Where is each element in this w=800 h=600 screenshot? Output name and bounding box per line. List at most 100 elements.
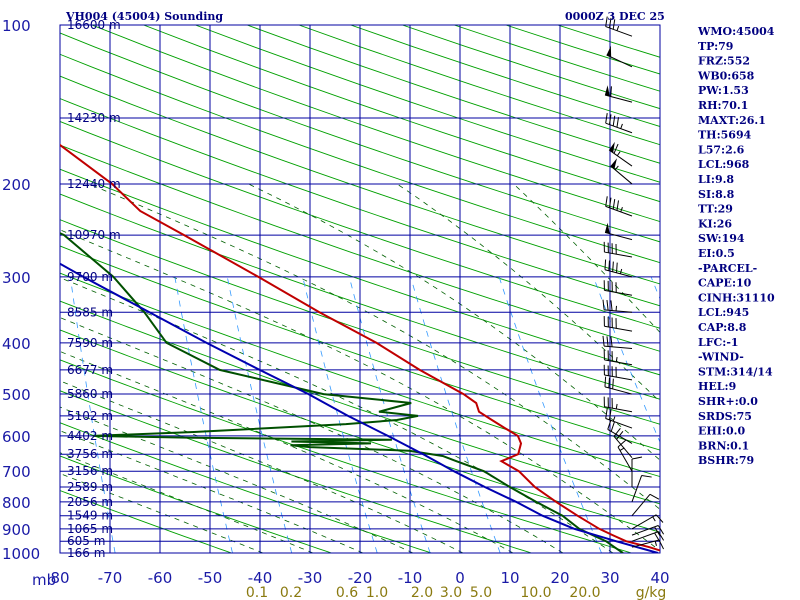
wind-barb [603, 241, 633, 258]
mixing-ratio-line [593, 276, 660, 444]
barb-half [652, 516, 656, 522]
index-line: EI:0.5 [698, 247, 735, 260]
dry-adiabat [60, 455, 332, 553]
barb-staff [604, 386, 633, 395]
index-line: LFC:-1 [698, 336, 739, 349]
wind-barb [610, 158, 633, 185]
mixing-ratio-label: 5.0 [470, 585, 492, 600]
barb-full [604, 259, 607, 270]
index-line: TP:79 [698, 40, 733, 53]
wind-barb [606, 45, 633, 68]
mixing-ratio-label: 3.0 [440, 585, 462, 600]
barb-staff [605, 205, 633, 217]
barb-staff [604, 269, 633, 278]
temperature-tick-label: -50 [198, 569, 223, 587]
barb-full [607, 419, 612, 430]
index-line: -WIND- [698, 351, 744, 364]
pressure-tick-label: 700 [2, 463, 31, 481]
index-line: RH:70.1 [698, 99, 748, 112]
barb-staff [604, 251, 633, 258]
barb-staff [613, 435, 633, 459]
dry-adiabat [60, 245, 660, 451]
temperature-tick-label: 30 [600, 569, 619, 587]
barb-staff [604, 406, 633, 413]
dewpoint-line [60, 232, 624, 553]
barb-full [605, 408, 608, 419]
barb-staff [604, 345, 633, 350]
index-line: HEL:9 [698, 380, 736, 393]
background-lines [60, 25, 660, 553]
barb-half [616, 25, 620, 31]
mixing-ratio-label: 10.0 [520, 585, 551, 600]
index-line: SW:194 [698, 232, 745, 245]
index-line: LCL:945 [698, 306, 749, 319]
barb-full [608, 409, 612, 420]
profile-series [60, 143, 660, 553]
wind-barb [604, 85, 633, 103]
wind-barb [602, 299, 633, 313]
index-line: SRDS:75 [698, 410, 752, 423]
barb-full [616, 200, 619, 211]
barb-full [612, 261, 614, 272]
barb-full [657, 531, 665, 541]
barb-staff [604, 289, 633, 296]
barb-full [649, 493, 660, 500]
wind-barb [604, 222, 633, 241]
height-label: 12440 m [67, 177, 121, 191]
barb-full [602, 335, 605, 347]
temperature-tick-label: -70 [98, 569, 123, 587]
wind-barb [602, 335, 633, 350]
pressure-tick-label: 900 [2, 521, 31, 539]
dry-adiabat [60, 120, 660, 329]
pressure-tick-label: 300 [2, 269, 31, 287]
index-line: LI:9.8 [698, 173, 734, 186]
wind-barb [603, 364, 633, 381]
height-label: 166 m [67, 546, 105, 560]
barb-pennant [609, 141, 615, 153]
barb-staff [605, 122, 633, 134]
dry-adiabat [60, 272, 660, 478]
wind-barb [604, 259, 633, 278]
barb-staff [605, 26, 633, 37]
height-label: 9700 m [67, 270, 113, 284]
temperature-tick-label: -10 [398, 569, 423, 587]
barb-pennant [604, 85, 610, 97]
mixing-ratio-line [410, 276, 501, 553]
barb-staff [604, 325, 633, 332]
index-line: TT:29 [698, 203, 733, 216]
index-line: FRZ:552 [698, 55, 750, 68]
index-line: LCL:968 [698, 158, 750, 171]
wind-barb [605, 196, 633, 217]
wind-barb [631, 475, 652, 503]
height-label: 7590 m [67, 336, 113, 350]
barb-half [614, 165, 619, 171]
barb-full [610, 421, 615, 432]
moist-adiabat [60, 406, 414, 553]
index-line: SHR+:0.0 [698, 395, 758, 408]
barb-staff [604, 359, 633, 366]
wind-barb [617, 439, 633, 472]
temperature-tick-label: 10 [500, 569, 519, 587]
barb-staff [604, 374, 633, 381]
wind-barb [603, 396, 633, 413]
pressure-tick-label: 200 [2, 176, 31, 194]
barb-full [613, 427, 621, 437]
dry-adiabat [60, 75, 660, 285]
temperature-tick-label: -30 [298, 569, 323, 587]
index-line: BSHR:79 [698, 454, 754, 467]
barb-staff [631, 525, 659, 536]
barb-full [604, 376, 607, 387]
wind-barb [605, 113, 633, 134]
mixing-ratio-label: 1.0 [366, 585, 388, 600]
barb-staff [631, 475, 643, 503]
barb-half [612, 416, 616, 422]
barb-full [608, 114, 612, 125]
wind-barb [605, 408, 633, 429]
dry-adiabat [60, 422, 432, 553]
moist-adiabat [396, 183, 660, 403]
barb-full [631, 456, 643, 460]
barb-staff [604, 94, 633, 103]
moist-adiabat [60, 473, 264, 553]
dry-adiabat [60, 219, 660, 425]
